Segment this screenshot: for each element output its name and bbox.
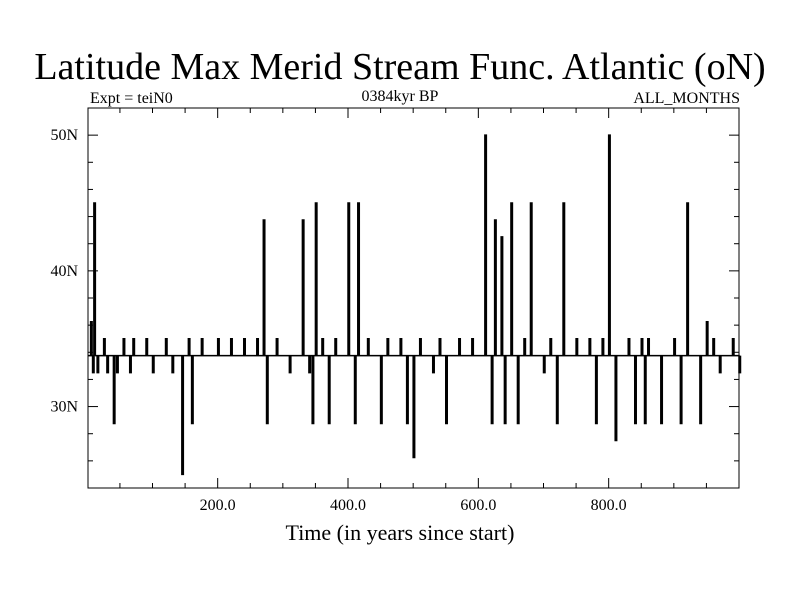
series-line (88, 134, 742, 476)
experiment-label: Expt = teiN0 (90, 90, 173, 107)
x-tick-label: 200.0 (200, 497, 236, 514)
y-tick-label: 40N (50, 263, 78, 280)
chart-title: Latitude Max Merid Stream Func. Atlantic… (34, 46, 766, 88)
axis-tick-labels: 200.0 400.0 600.0 800.0 30N 40N 50N (50, 127, 626, 514)
months-label: ALL_MONTHS (633, 90, 740, 107)
epoch-label: 0384kyr BP (361, 88, 439, 105)
x-tick-label: 800.0 (591, 497, 627, 514)
y-tick-label: 50N (50, 127, 78, 144)
x-tick-label: 400.0 (330, 497, 366, 514)
x-axis-label: Time (in years since start) (285, 520, 515, 545)
y-tick-label: 30N (50, 399, 78, 416)
x-tick-label: 600.0 (460, 497, 496, 514)
